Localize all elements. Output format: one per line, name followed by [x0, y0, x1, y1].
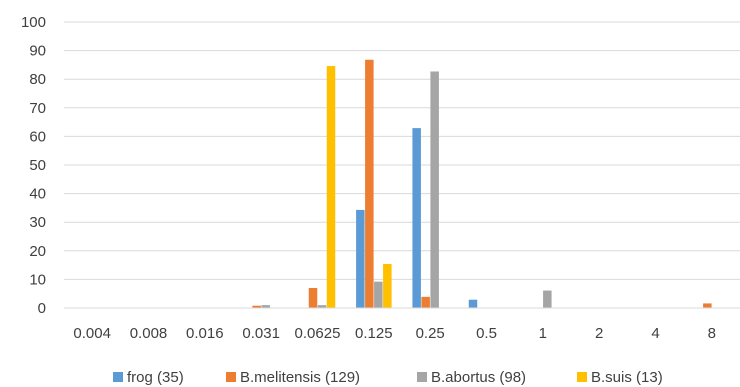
x-tick-label: 0.016 — [186, 325, 224, 342]
bar — [252, 305, 261, 308]
bars — [252, 59, 712, 308]
x-tick-label: 8 — [708, 325, 716, 342]
gridlines — [64, 21, 740, 280]
y-tick-label: 100 — [21, 14, 46, 31]
x-tick-label: 0.5 — [476, 325, 497, 342]
bar — [326, 66, 336, 308]
x-tick-label: 0.004 — [73, 325, 111, 342]
y-tick-label: 20 — [29, 243, 46, 260]
y-tick-label: 90 — [29, 43, 46, 60]
x-tick-label: 1 — [539, 325, 547, 342]
bar — [356, 209, 365, 308]
legend-item: B.abortus (98) — [417, 369, 526, 386]
x-tick-label: 2 — [595, 325, 603, 342]
bar — [308, 287, 318, 308]
bar — [430, 71, 439, 308]
bar — [383, 263, 392, 308]
bar — [468, 299, 478, 308]
bar — [703, 303, 712, 308]
bar — [261, 305, 270, 308]
y-tick-label: 40 — [29, 186, 46, 203]
bar — [421, 296, 430, 308]
y-tick-label: 50 — [29, 157, 46, 174]
y-axis-tick-labels: 0 10 20 30 40 50 60 70 80 90 100 — [21, 14, 46, 317]
x-tick-label: 0.031 — [242, 325, 280, 342]
x-tick-label: 0.125 — [355, 325, 393, 342]
legend-swatch — [226, 372, 236, 382]
legend: frog (35) B.melitensis (129) B.abortus (98… — [113, 369, 663, 386]
legend-label: B.melitensis (129) — [240, 369, 360, 386]
legend-item: frog (35) — [113, 369, 184, 386]
legend-label: frog (35) — [127, 369, 184, 386]
y-tick-label: 80 — [29, 71, 46, 88]
legend-label: B.abortus (98) — [431, 369, 526, 386]
bar — [374, 281, 383, 308]
bar — [317, 305, 327, 308]
bar — [412, 128, 421, 308]
y-tick-label: 0 — [38, 300, 46, 317]
x-tick-label: 0.008 — [130, 325, 168, 342]
legend-label: B.suis (13) — [591, 369, 663, 386]
legend-item: B.suis (13) — [577, 369, 663, 386]
legend-item: B.melitensis (129) — [226, 369, 360, 386]
y-tick-label: 70 — [29, 100, 46, 117]
x-tick-label: 4 — [651, 325, 659, 342]
x-tick-label: 0.0625 — [295, 325, 341, 342]
bar — [365, 59, 374, 308]
x-tick-label: 0.25 — [416, 325, 445, 342]
y-tick-label: 10 — [29, 271, 46, 288]
legend-swatch — [577, 372, 587, 382]
legend-swatch — [113, 372, 123, 382]
x-axis-tick-labels: 0.004 0.008 0.016 0.031 0.0625 0.125 0.25 0.5 1 2… — [73, 325, 716, 342]
y-tick-label: 30 — [29, 214, 46, 231]
legend-swatch — [417, 372, 427, 382]
y-tick-label: 60 — [29, 128, 46, 145]
bar — [543, 290, 552, 308]
